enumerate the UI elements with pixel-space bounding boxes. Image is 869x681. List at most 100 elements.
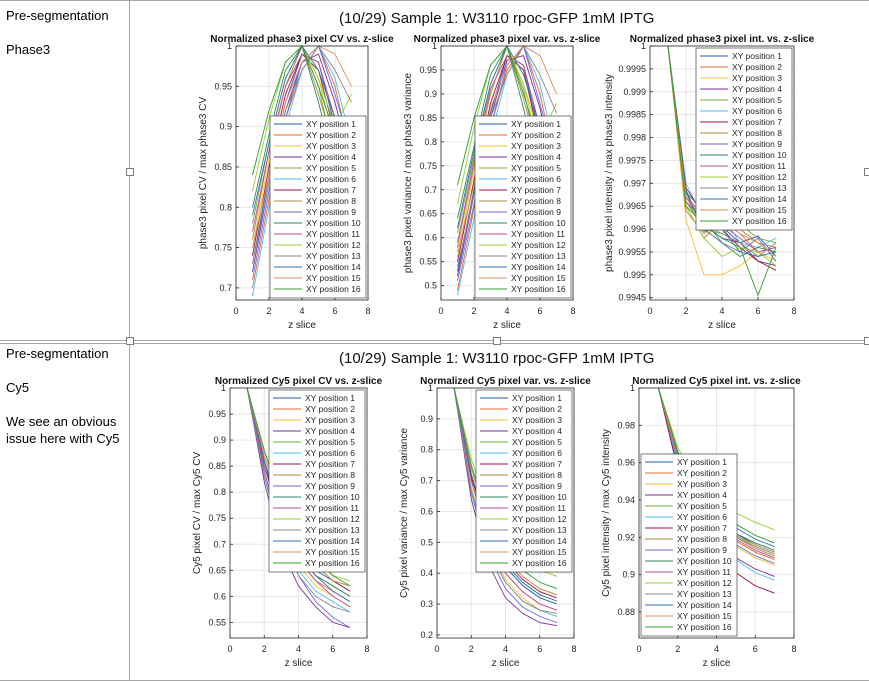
y-tick-label: 0.999: [623, 87, 646, 97]
x-tick-label: 4: [296, 644, 301, 654]
figure-cy5-plots: 0 2 4 6 80.550.60.650.70.750.80.850.90.951No…: [192, 376, 801, 669]
x-tick-label: 8: [791, 644, 796, 654]
x-tick-label: 6: [753, 644, 758, 654]
series-line: [457, 45, 557, 267]
legend-label: XY position 14: [512, 536, 567, 546]
y-tick-label: 0.8: [424, 137, 437, 147]
legend-label: XY position 5: [677, 501, 727, 511]
legend-label: XY position 3: [306, 141, 356, 151]
image-resize-handle[interactable]: [493, 337, 501, 345]
y-tick-label: 0.7: [219, 283, 232, 293]
legend-label: XY position 4: [306, 152, 356, 162]
legend-label: XY position 8: [512, 470, 562, 480]
legend-label: XY position 5: [511, 163, 561, 173]
legend: XY position 1XY position 2XY position 3X…: [269, 115, 367, 299]
x-axis-label: z slice: [288, 320, 316, 331]
legend-label: XY position 6: [512, 448, 562, 458]
row2-line-2: Cy5: [6, 380, 30, 395]
x-tick-label: 2: [469, 644, 474, 654]
x-axis-label: z slice: [703, 658, 731, 669]
series-line: [252, 45, 352, 248]
legend-label: XY position 6: [305, 448, 355, 458]
y-tick-label: 0.65: [419, 209, 437, 219]
series-line: [453, 387, 557, 614]
y-tick-label: 0.9: [219, 122, 232, 132]
y-axis-label: Cy5 pixel intensity / max Cy5 intensity: [601, 429, 612, 597]
y-tick-label: 0.996: [623, 224, 646, 234]
y-tick-label: 0.85: [419, 113, 437, 123]
x-tick-label: 0: [227, 644, 232, 654]
subplot: 0 2 4 6 8 0.5 0.55 0.6 0.65 0.7 0.75 0.8 0.85 0.9 0.95…: [403, 34, 601, 331]
legend-label: XY position 16: [305, 558, 360, 568]
image-resize-handle[interactable]: [864, 337, 869, 345]
y-tick-label: 0.5: [420, 537, 433, 547]
legend-label: XY position 4: [305, 426, 355, 436]
legend-label: XY position 14: [677, 600, 732, 610]
legend-label: XY position 14: [732, 194, 787, 204]
row2-label-cell[interactable]: Pre-segmentation Cy5 We see an obvious i…: [6, 345, 124, 447]
y-tick-label: 0.7: [420, 476, 433, 486]
legend-label: XY position 4: [511, 152, 561, 162]
y-tick-label: 0.9985: [618, 110, 646, 120]
subplot-title: Normalized phase3 pixel int. vs. z-slice: [630, 34, 815, 45]
x-tick-label: 6: [755, 306, 760, 316]
subplot-title: Normalized Cy5 pixel int. vs. z-slice: [632, 376, 801, 387]
table-row-divider-2: [0, 343, 869, 344]
y-tick-label: 0.75: [208, 513, 226, 523]
y-tick-label: 1: [227, 41, 232, 51]
x-tick-label: 8: [571, 644, 576, 654]
legend-label: XY position 14: [511, 262, 566, 272]
legend-label: XY position 14: [305, 536, 360, 546]
legend-label: XY position 13: [512, 525, 567, 535]
series-line: [252, 45, 352, 264]
y-tick-label: 0.8: [420, 445, 433, 455]
legend-label: XY position 16: [732, 216, 787, 226]
series-line: [457, 45, 557, 253]
x-tick-label: 2: [471, 306, 476, 316]
image-resize-handle[interactable]: [126, 168, 134, 176]
legend-label: XY position 16: [511, 284, 566, 294]
y-axis-label: Cy5 pixel CV / max Cy5 CV: [192, 452, 203, 575]
legend-label: XY position 3: [732, 73, 782, 83]
legend-label: XY position 9: [306, 207, 356, 217]
image-resize-handle[interactable]: [864, 168, 869, 176]
legend-label: XY position 5: [512, 437, 562, 447]
legend-label: XY position 15: [677, 611, 732, 621]
row1-label-cell[interactable]: Pre-segmentation Phase3: [6, 7, 109, 58]
legend-label: XY position 12: [677, 578, 732, 588]
legend-label: XY position 3: [512, 415, 562, 425]
legend-label: XY position 8: [511, 196, 561, 206]
y-tick-label: 0.55: [419, 257, 437, 267]
legend-label: XY position 2: [677, 468, 727, 478]
x-tick-label: 0: [434, 644, 439, 654]
row2-line-1: Pre-segmentation: [6, 346, 109, 361]
y-axis-label: phase3 pixel variance / max phase3 varia…: [403, 73, 414, 274]
subplot: 0 2 4 6 8 0.9945 0.995 0.9955 0.996 0.9965 0.997 0.…: [604, 34, 815, 331]
figure-phase3[interactable]: (10/29) Sample 1: W3110 rpoc-GFP 1mM IPT…: [132, 2, 866, 336]
y-tick-label: 1: [428, 383, 433, 393]
row1-line-2: Phase3: [6, 42, 51, 57]
y-tick-label: 0.9: [622, 570, 635, 580]
x-tick-label: 4: [504, 306, 509, 316]
legend-label: XY position 13: [511, 251, 566, 261]
legend-label: XY position 5: [305, 437, 355, 447]
x-axis-label: z slice: [708, 320, 736, 331]
image-resize-handle[interactable]: [126, 337, 134, 345]
x-tick-label: 0: [647, 306, 652, 316]
y-tick-label: 0.8: [213, 487, 226, 497]
legend-label: XY position 11: [305, 503, 359, 513]
x-tick-label: 4: [719, 306, 724, 316]
y-tick-label: 0.4: [420, 568, 433, 578]
y-tick-label: 0.7: [424, 185, 437, 195]
legend-label: XY position 9: [512, 481, 562, 491]
figure-cy5[interactable]: (10/29) Sample 1: W3110 rpoc-GFP 1mM IPT…: [132, 345, 866, 679]
legend-label: XY position 12: [512, 514, 567, 524]
x-tick-label: 0: [233, 306, 238, 316]
legend-label: XY position 1: [306, 119, 356, 129]
x-tick-label: 2: [266, 306, 271, 316]
legend-label: XY position 8: [677, 534, 727, 544]
y-tick-label: 0.9955: [618, 247, 646, 257]
legend-label: XY position 15: [305, 547, 360, 557]
legend-label: XY position 10: [732, 150, 787, 160]
